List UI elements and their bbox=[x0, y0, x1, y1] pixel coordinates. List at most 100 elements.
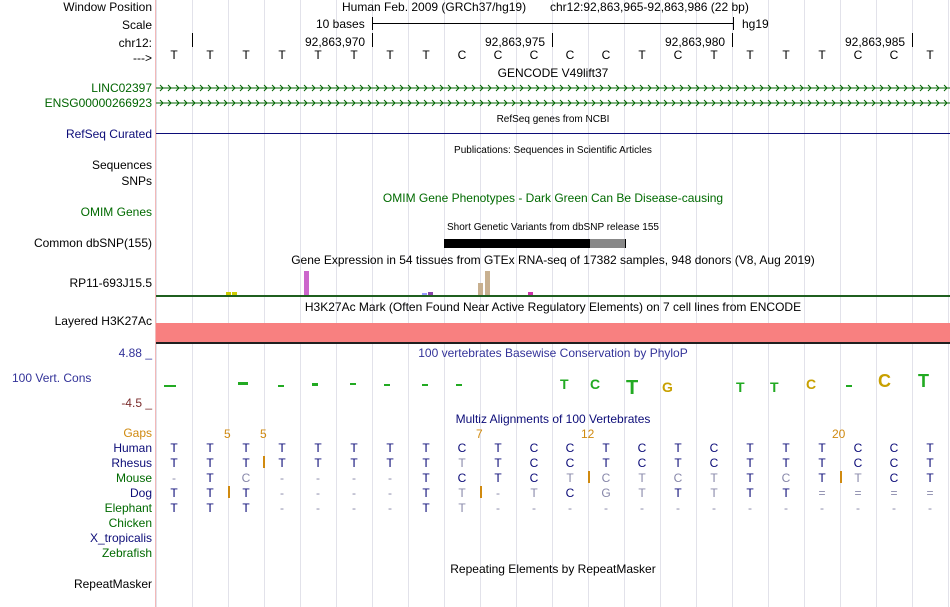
gtex-tissue-bar[interactable] bbox=[232, 292, 237, 295]
alignment-base-dog: = bbox=[890, 486, 898, 500]
alignment-base-human: T bbox=[602, 441, 610, 455]
h3k27ac-track-title: H3K27Ac Mark (Often Found Near Active Re… bbox=[304, 300, 802, 314]
alignment-base-elephant: T bbox=[458, 501, 466, 515]
alignment-base-rhesus: T bbox=[602, 456, 610, 470]
reference-base: T bbox=[314, 48, 322, 62]
species-label-zebrafish[interactable]: Zebrafish bbox=[101, 546, 152, 560]
track-label-snps[interactable]: SNPs bbox=[121, 174, 152, 188]
alignment-base-human: C bbox=[853, 441, 863, 455]
alignment-base-dog: - bbox=[388, 486, 392, 500]
base-guideline bbox=[552, 0, 553, 607]
gtex-track-title: Gene Expression in 54 tissues from GTEx … bbox=[291, 253, 815, 267]
gap-count: 7 bbox=[476, 427, 483, 441]
dbsnp-variant-bar[interactable] bbox=[444, 239, 626, 248]
alignment-base-dog: T bbox=[422, 486, 430, 500]
alignment-base-elephant: T bbox=[422, 501, 430, 515]
track-label-100-vert-cons[interactable]: 100 Vert. Cons bbox=[12, 371, 92, 385]
h3k27ac-signal-bar[interactable] bbox=[156, 323, 950, 342]
svg-text:G: G bbox=[662, 379, 673, 395]
alignment-base-rhesus: T bbox=[206, 456, 214, 470]
track-label-gaps[interactable]: Gaps bbox=[123, 426, 152, 440]
alignment-base-rhesus: T bbox=[386, 456, 394, 470]
alignment-base-mouse: C bbox=[529, 471, 539, 485]
gtex-tissue-bar[interactable] bbox=[304, 271, 309, 295]
alignment-base-human: T bbox=[350, 441, 358, 455]
alignment-base-human: T bbox=[818, 441, 826, 455]
reference-base: T bbox=[350, 48, 358, 62]
alignment-base-rhesus: T bbox=[170, 456, 178, 470]
alignment-base-human: T bbox=[386, 441, 394, 455]
base-guideline bbox=[624, 0, 625, 607]
reference-base: T bbox=[746, 48, 754, 62]
alignment-base-mouse: T bbox=[926, 471, 934, 485]
gtex-tissue-bar[interactable] bbox=[528, 292, 533, 295]
reference-base: C bbox=[889, 48, 899, 62]
alignment-base-elephant: - bbox=[676, 501, 680, 515]
track-label-sequences[interactable]: Sequences bbox=[91, 158, 152, 172]
browser-image-pane[interactable] bbox=[156, 0, 950, 607]
gencode-track-title: GENCODE V49lift37 bbox=[497, 66, 609, 80]
alignment-base-rhesus: T bbox=[314, 456, 322, 470]
pane-divider bbox=[155, 0, 156, 607]
alignment-base-elephant: - bbox=[748, 501, 752, 515]
alignment-base-rhesus: T bbox=[818, 456, 826, 470]
alignment-base-elephant: T bbox=[206, 501, 214, 515]
scale-bar-left-tick bbox=[372, 17, 373, 30]
refseq-feature-line[interactable] bbox=[156, 133, 950, 134]
alignment-base-rhesus: C bbox=[853, 456, 863, 470]
species-label-rhesus[interactable]: Rhesus bbox=[111, 456, 152, 470]
gtex-tissue-bar[interactable] bbox=[485, 271, 490, 295]
base-guideline bbox=[588, 0, 589, 607]
gtex-expression-chart[interactable] bbox=[156, 268, 950, 295]
track-label-linc02397[interactable]: LINC02397 bbox=[91, 81, 152, 95]
ruler-tick bbox=[552, 33, 553, 47]
insertion-marker bbox=[588, 471, 590, 483]
track-labels-pane: Window Position Scale chr12: ---> LINC02… bbox=[0, 0, 155, 607]
dbsnp-variant-highlight bbox=[590, 239, 625, 248]
alignment-base-elephant: - bbox=[388, 501, 392, 515]
species-label-elephant[interactable]: Elephant bbox=[104, 501, 152, 515]
species-label-dog[interactable]: Dog bbox=[129, 486, 152, 500]
alignment-base-dog: T bbox=[458, 486, 466, 500]
alignment-base-rhesus: C bbox=[565, 456, 575, 470]
alignment-base-rhesus: T bbox=[926, 456, 934, 470]
gtex-tissue-bar[interactable] bbox=[422, 293, 427, 295]
alignment-base-dog: = bbox=[818, 486, 826, 500]
gene-feature-ensg00000266923[interactable] bbox=[156, 97, 950, 109]
gene-intron-arrows bbox=[156, 99, 950, 107]
phylop-conservation-plot[interactable]: T C T G T T C C T bbox=[156, 371, 950, 399]
species-label-mouse[interactable]: Mouse bbox=[115, 471, 152, 485]
alignment-base-rhesus: C bbox=[709, 456, 719, 470]
track-label-common-dbsnp[interactable]: Common dbSNP(155) bbox=[33, 236, 152, 250]
alignment-base-dog: T bbox=[530, 486, 538, 500]
track-label-ensg00000266923[interactable]: ENSG00000266923 bbox=[44, 96, 152, 110]
gtex-tissue-bar[interactable] bbox=[478, 283, 483, 295]
track-label-refseq-curated[interactable]: RefSeq Curated bbox=[65, 127, 152, 141]
alignment-base-rhesus: T bbox=[782, 456, 790, 470]
alignment-base-elephant: T bbox=[242, 501, 250, 515]
track-label-omim-genes[interactable]: OMIM Genes bbox=[80, 205, 152, 219]
reference-base: T bbox=[926, 48, 934, 62]
reference-base: C bbox=[529, 48, 539, 62]
gtex-tissue-bar[interactable] bbox=[428, 292, 433, 295]
ruler-coordinate: 92,863,980 bbox=[665, 35, 726, 49]
species-label-chicken[interactable]: Chicken bbox=[108, 516, 152, 530]
species-label-human[interactable]: Human bbox=[113, 441, 152, 455]
gene-feature-linc02397[interactable] bbox=[156, 82, 950, 94]
alignment-base-dog: T bbox=[710, 486, 718, 500]
track-label-layered-h3k27ac[interactable]: Layered H3K27Ac bbox=[54, 314, 152, 328]
phylop-max-label: 4.88 _ bbox=[118, 346, 152, 360]
track-label-repeatmasker[interactable]: RepeatMasker bbox=[73, 577, 152, 591]
alignment-base-human: T bbox=[422, 441, 430, 455]
track-label-gtex-gene[interactable]: RP11-693J15.5 bbox=[69, 276, 153, 290]
reference-base: T bbox=[782, 48, 790, 62]
base-guideline bbox=[372, 0, 373, 607]
alignment-base-elephant: - bbox=[784, 501, 788, 515]
base-guideline bbox=[660, 0, 661, 607]
gtex-tissue-bar[interactable] bbox=[226, 292, 231, 295]
species-label-x-tropicalis[interactable]: X_tropicalis bbox=[89, 531, 152, 545]
base-guideline bbox=[840, 0, 841, 607]
alignment-base-rhesus: T bbox=[422, 456, 430, 470]
